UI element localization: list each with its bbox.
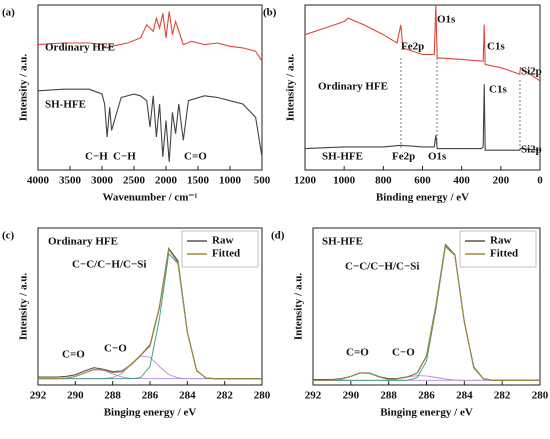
x-tick-label: 292 [305, 390, 322, 402]
x-tick-label: 290 [343, 390, 360, 402]
x-tick-label: 600 [414, 175, 431, 187]
series-line [38, 248, 262, 380]
panel-label: (c) [2, 230, 15, 242]
y-axis-label: Intensity / a.u. [293, 273, 305, 340]
x-axis-label: Wavenumber / cm⁻¹ [102, 192, 197, 204]
x-tick-label: 2000 [155, 175, 178, 187]
series-name: SH-HFE [322, 151, 363, 163]
legend-label: Fitted [490, 248, 518, 260]
x-tick-label: 290 [67, 390, 84, 402]
panel-label: (b) [263, 7, 277, 19]
y-axis-label: Intensity / a.u. [18, 54, 30, 121]
x-tick-label: 1500 [187, 175, 210, 187]
x-tick-label: 500 [254, 175, 271, 187]
annotation: C=O [346, 347, 369, 359]
annotation: C=O [62, 349, 85, 361]
series-line [37, 88, 263, 162]
panel-title: SH-HFE [322, 236, 363, 248]
legend-label: Raw [490, 235, 511, 247]
series-line [37, 11, 263, 62]
annotation: Fe2p [392, 151, 415, 163]
x-tick-label: 282 [494, 390, 511, 402]
panel-title: Ordinary HFE [48, 236, 118, 248]
annotation: C=O [184, 151, 207, 163]
x-tick-label: 800 [375, 175, 392, 187]
annotation: C−O [392, 347, 415, 359]
series-line [304, 4, 541, 82]
x-tick-label: 3500 [59, 175, 82, 187]
x-tick-label: 0 [537, 175, 543, 187]
x-axis-label: Binging energy / eV [380, 407, 473, 419]
annotation: C−H [85, 151, 108, 163]
x-tick-label: 284 [179, 390, 196, 402]
x-tick-label: 2500 [123, 175, 146, 187]
x-tick-label: 280 [532, 390, 549, 402]
x-tick-label: 400 [453, 175, 470, 187]
annotation: C1s [489, 84, 507, 96]
annotation: C1s [487, 41, 505, 53]
series-name: SH-HFE [45, 99, 86, 111]
x-tick-label: 292 [30, 390, 47, 402]
annotation: C−H [113, 151, 136, 163]
x-tick-label: 1000 [333, 175, 356, 187]
y-axis-label: Intensity / a.u. [18, 273, 30, 340]
x-tick-label: 3000 [91, 175, 114, 187]
annotation: Fe2p [401, 41, 424, 53]
x-tick-label: 288 [104, 390, 121, 402]
x-tick-label: 286 [418, 390, 435, 402]
x-tick-label: 282 [216, 390, 233, 402]
annotation: C−C/C−H/C−Si [345, 261, 419, 273]
x-tick-label: 284 [456, 390, 473, 402]
series-line [313, 372, 540, 381]
y-axis-label: Intensity / a.u. [285, 54, 297, 121]
annotation: C−O [104, 343, 127, 355]
annotation: Si2p [521, 144, 542, 156]
x-tick-label: 286 [142, 390, 159, 402]
x-tick-label: 1000 [219, 175, 242, 187]
annotation: O1s [428, 151, 447, 163]
legend-box [181, 230, 259, 268]
series-line [304, 84, 541, 151]
annotation: Si2p [521, 66, 542, 78]
x-tick-label: 200 [493, 175, 510, 187]
x-tick-label: 4000 [27, 175, 50, 187]
x-tick-label: 288 [380, 390, 397, 402]
series-name: Ordinary HFE [318, 81, 388, 93]
annotation: O1s [437, 14, 456, 26]
plot-frame [37, 4, 263, 171]
legend-label: Fitted [212, 248, 240, 260]
legend-box [459, 230, 537, 268]
annotation: C−C/C−H/C−Si [72, 259, 146, 271]
x-tick-label: 280 [254, 390, 271, 402]
panel-label: (d) [271, 230, 285, 242]
x-tick-label: 1200 [294, 175, 317, 187]
series-line [313, 244, 540, 381]
legend-label: Raw [212, 235, 233, 247]
x-axis-label: Binding energy / eV [376, 192, 469, 204]
series-name: Ordinary HFE [45, 42, 115, 54]
panel-label: (a) [2, 7, 15, 19]
x-axis-label: Binging energy / eV [104, 407, 197, 419]
